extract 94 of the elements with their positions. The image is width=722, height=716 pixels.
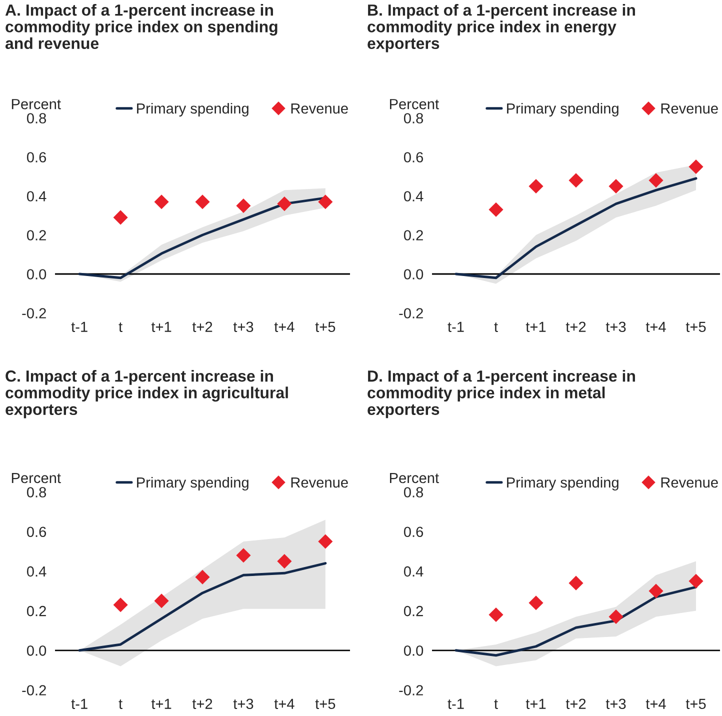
y-axis-title: Percent <box>390 99 439 110</box>
legend-label: Primary spending <box>137 476 248 491</box>
point <box>113 210 128 225</box>
x-tick-label: t+2 <box>192 322 212 332</box>
chart-title: A. Impact of a 1-percent increase in commodity price index on spending and revenue <box>5 4 278 50</box>
legend-label: Revenue <box>291 477 348 488</box>
point <box>195 194 210 210</box>
legend-label: Revenue <box>661 477 718 488</box>
y-axis-title: Percent <box>390 473 439 484</box>
point <box>608 178 624 194</box>
x-tick-label: t-1 <box>448 322 464 332</box>
y-tick-label: 0.6 <box>26 152 46 162</box>
y-tick-label: 0.0 <box>26 269 46 280</box>
y-tick-label: 0.4 <box>26 191 46 202</box>
x-tick-label: t+4 <box>274 322 294 332</box>
y-tick-label: 0.8 <box>404 487 424 498</box>
y-tick-label: 0.6 <box>26 526 46 538</box>
x-tick-label: t+5 <box>686 698 706 710</box>
point <box>236 198 251 214</box>
point <box>488 607 504 622</box>
x-tick-label: t+4 <box>274 698 294 710</box>
point <box>195 570 210 584</box>
y-tick-label: 0.2 <box>26 230 46 240</box>
x-tick-label: t+3 <box>606 698 626 710</box>
x-tick-label: t <box>118 699 122 710</box>
x-tick-label: t+2 <box>566 322 586 332</box>
y-tick-label: -0.2 <box>22 685 46 696</box>
y-tick-label: 0.6 <box>404 152 424 162</box>
point <box>528 178 544 194</box>
x-tick-label: t+5 <box>315 698 336 710</box>
x-tick-label: t+1 <box>151 698 172 710</box>
y-tick-label: -0.2 <box>399 308 423 318</box>
legend-label: Primary spending <box>137 102 248 117</box>
point <box>488 202 504 217</box>
y-tick-label: 0.0 <box>404 646 424 656</box>
point <box>568 576 584 590</box>
y-tick-label: -0.2 <box>399 685 423 696</box>
x-tick-label: t+2 <box>192 698 212 710</box>
legend-label: Primary spending <box>507 476 618 491</box>
chart-title: C. Impact of a 1-percent increase in commodity price index in agricultural exporters <box>6 370 288 418</box>
point <box>648 584 664 598</box>
x-tick-label: t <box>494 699 498 710</box>
x-tick-label: t <box>494 322 498 332</box>
y-tick-label: 0.0 <box>26 646 46 656</box>
legend-label: Revenue <box>291 103 348 114</box>
line-series <box>454 177 698 280</box>
x-tick-label: t+5 <box>686 322 706 332</box>
x-tick-label: t+3 <box>233 322 254 332</box>
x-tick-label: t+3 <box>606 322 626 332</box>
point <box>154 594 169 608</box>
x-tick-label: t+5 <box>315 322 336 332</box>
x-tick-label: t+1 <box>526 698 546 710</box>
y-tick-label: 0.6 <box>404 526 424 538</box>
x-tick-label: t-1 <box>71 698 88 710</box>
x-tick-label: t+4 <box>646 698 666 710</box>
x-tick-label: t+2 <box>566 698 586 710</box>
point <box>277 554 292 569</box>
point <box>688 574 704 588</box>
point <box>608 609 624 624</box>
chart-title: D. Impact of a 1-percent increase in commodity price index in metal exporters <box>368 370 635 418</box>
y-tick-label: 0.4 <box>404 191 424 202</box>
point <box>318 534 333 549</box>
point <box>568 173 584 188</box>
point <box>688 159 704 174</box>
legend-label: Revenue <box>661 103 718 114</box>
x-tick-label: t+1 <box>526 322 546 332</box>
y-tick-label: 0.0 <box>404 269 424 280</box>
y-tick-label: 0.4 <box>26 566 46 577</box>
y-axis-title: Percent <box>12 99 61 110</box>
y-axis-title: Percent <box>12 473 61 484</box>
x-tick-label: t-1 <box>448 698 464 710</box>
y-tick-label: 0.8 <box>26 113 46 124</box>
legend-label: Primary spending <box>507 102 618 117</box>
point <box>277 196 292 212</box>
point <box>154 194 169 210</box>
point <box>236 548 251 563</box>
line-series <box>78 562 327 652</box>
x-tick-label: t+4 <box>646 322 666 332</box>
point <box>318 194 333 210</box>
point <box>528 596 544 610</box>
point <box>648 173 664 188</box>
y-tick-label: 0.8 <box>26 487 46 498</box>
x-tick-label: t <box>118 322 122 332</box>
y-tick-label: 0.2 <box>404 606 423 616</box>
point <box>113 598 128 612</box>
y-tick-label: 0.2 <box>26 606 46 616</box>
y-tick-label: 0.8 <box>404 113 424 124</box>
y-tick-label: -0.2 <box>22 308 46 318</box>
x-tick-label: t+1 <box>151 322 172 332</box>
y-tick-label: 0.2 <box>404 230 423 240</box>
x-tick-label: t+3 <box>233 698 254 710</box>
y-tick-label: 0.4 <box>404 566 424 577</box>
x-tick-label: t-1 <box>71 322 88 332</box>
chart-title: B. Impact of a 1-percent increase in commodity price index in energy exporters <box>368 4 635 52</box>
